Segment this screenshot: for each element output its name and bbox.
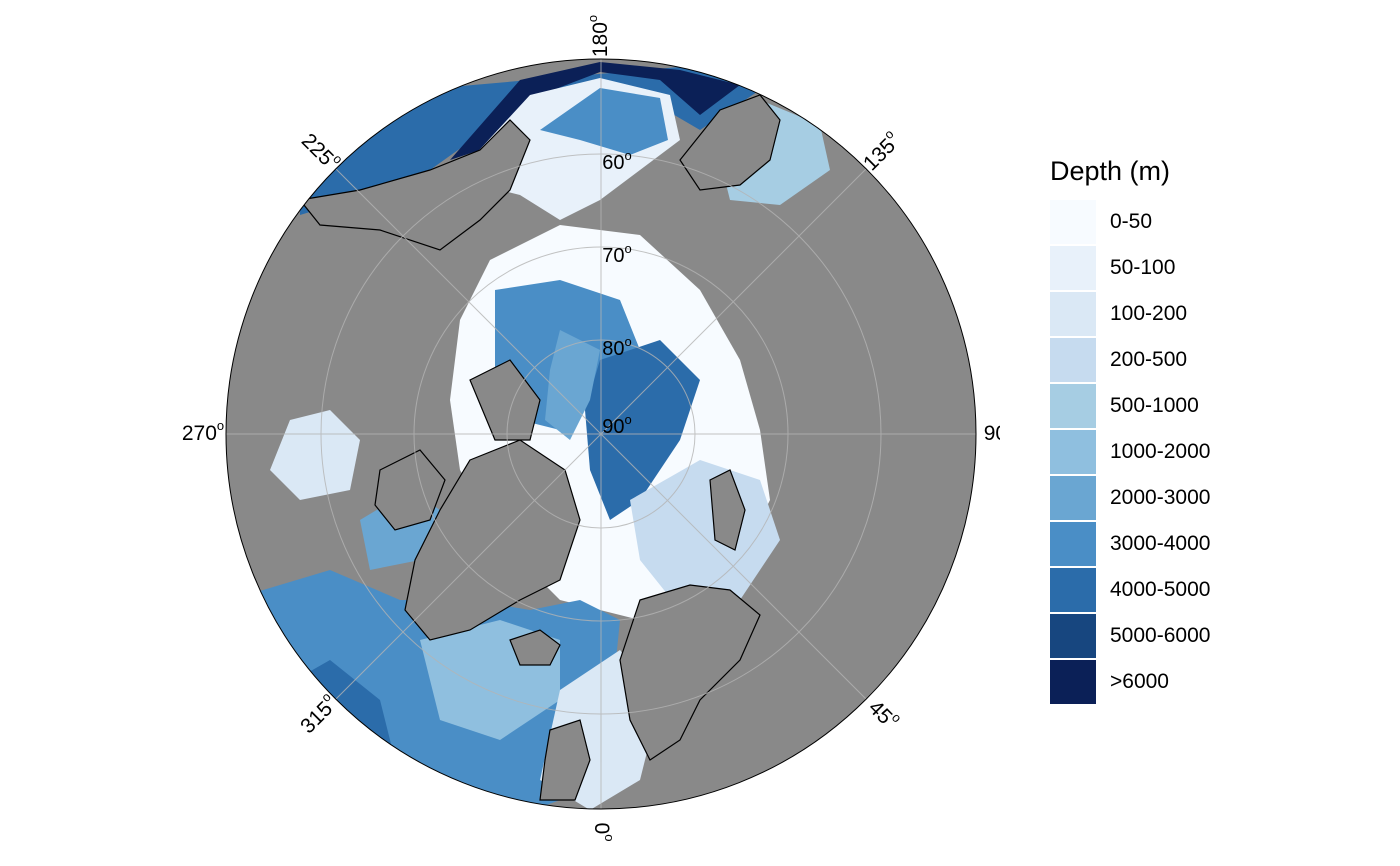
latitude-label-80: 80o xyxy=(602,334,631,360)
legend-label: 3000-4000 xyxy=(1110,532,1211,555)
legend-title: Depth (m) xyxy=(1050,156,1171,186)
legend-swatch xyxy=(1050,337,1096,383)
legend-swatch xyxy=(1050,613,1096,659)
scandinavia xyxy=(619,584,761,761)
chukotka xyxy=(679,94,781,191)
legend-swatch xyxy=(1050,245,1096,291)
legend-label: 100-200 xyxy=(1110,302,1188,325)
legend-item: 50-100 xyxy=(1050,245,1350,291)
baffin-island xyxy=(374,449,446,531)
longitude-label-45: 45o xyxy=(864,694,904,734)
legend-item: >6000 xyxy=(1050,659,1350,705)
legend-label: 5000-6000 xyxy=(1110,624,1211,647)
greenland xyxy=(404,439,581,641)
longitude-label-0: 0o xyxy=(590,823,616,842)
legend-swatch xyxy=(1050,429,1096,475)
iceland xyxy=(509,629,561,666)
bering-basin xyxy=(540,88,668,155)
pacific-trench xyxy=(450,62,740,160)
legend-rows: 0-50 50-100 100-200 200-500 500-1000 1000-200… xyxy=(1050,199,1350,705)
legend-label: >6000 xyxy=(1110,670,1169,693)
latitude-label-90: 90o xyxy=(602,412,631,438)
legend-label: 50-100 xyxy=(1110,256,1176,279)
legend-item: 2000-3000 xyxy=(1050,475,1350,521)
legend-label: 500-1000 xyxy=(1110,394,1199,417)
novaya-zemlya xyxy=(709,469,746,551)
legend-item: 200-500 xyxy=(1050,337,1350,383)
legend-item: 100-200 xyxy=(1050,291,1350,337)
legend-swatch xyxy=(1050,475,1096,521)
eurasian-basin xyxy=(585,340,700,520)
depth-legend: Depth (m) 0-50 50-100 100-200 200-500 500-10… xyxy=(1050,156,1350,705)
legend-item: 5000-6000 xyxy=(1050,613,1350,659)
hudson-bay xyxy=(270,410,360,500)
longitude-label-90: 90o xyxy=(984,418,1000,444)
legend-item: 1000-2000 xyxy=(1050,429,1350,475)
legend-label: 2000-3000 xyxy=(1110,486,1211,509)
legend-label: 1000-2000 xyxy=(1110,440,1211,463)
legend-label: 0-50 xyxy=(1110,210,1153,233)
legend-item: 500-1000 xyxy=(1050,383,1350,429)
legend-item: 3000-4000 xyxy=(1050,521,1350,567)
legend-swatch xyxy=(1050,383,1096,429)
graticule xyxy=(226,59,976,809)
longitude-label-180: 180o xyxy=(585,15,611,57)
legend-label: 4000-5000 xyxy=(1110,578,1211,601)
legend-swatch xyxy=(1050,659,1096,705)
latitude-label-60: 60o xyxy=(602,148,631,174)
longitude-label-270: 270o xyxy=(182,418,224,444)
legend-swatch xyxy=(1050,199,1096,245)
barents-shelf xyxy=(630,460,780,610)
legend-item: 4000-5000 xyxy=(1050,567,1350,613)
alaska xyxy=(298,119,531,251)
legend-swatch xyxy=(1050,567,1096,613)
map-border xyxy=(225,58,977,810)
british-isles xyxy=(539,719,591,801)
legend-swatch xyxy=(1050,521,1096,567)
ellesmere xyxy=(469,359,541,441)
lomonosov-ridge xyxy=(545,330,600,440)
legend-swatch xyxy=(1050,291,1096,337)
legend-item: 0-50 xyxy=(1050,199,1350,245)
latitude-label-70: 70o xyxy=(602,241,631,267)
legend-label: 200-500 xyxy=(1110,348,1188,371)
